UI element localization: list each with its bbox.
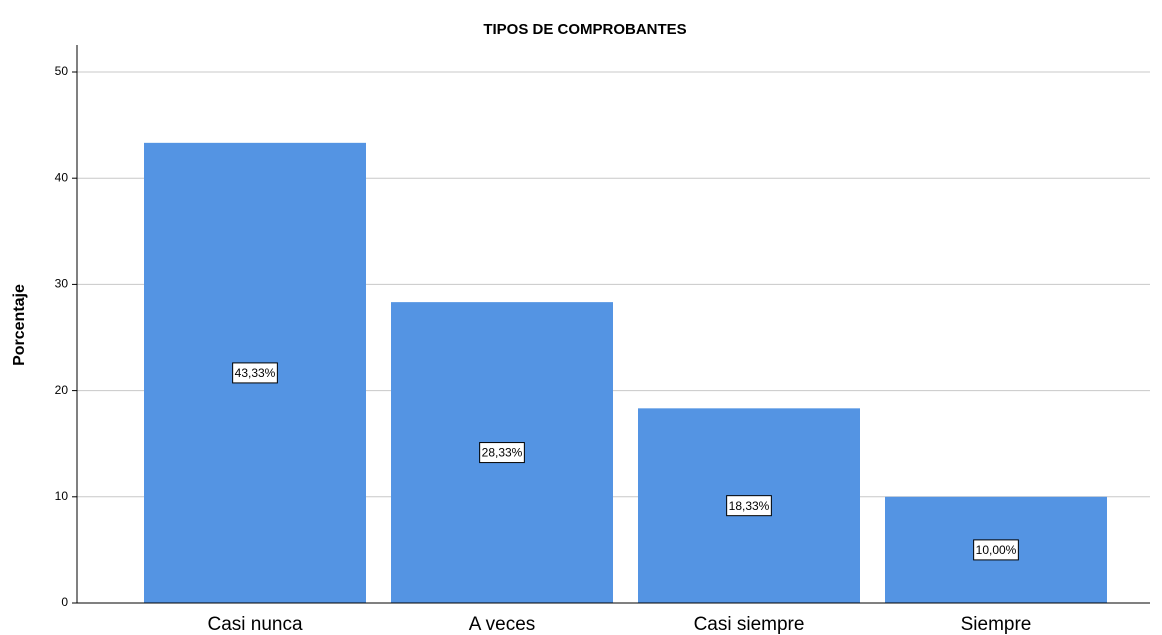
x-tick-label: Casi siempre	[694, 614, 805, 635]
value-label: 18,33%	[729, 499, 770, 513]
y-tick-label: 40	[55, 170, 69, 184]
value-label: 43,33%	[235, 366, 276, 380]
y-tick-label: 30	[55, 277, 69, 291]
value-label-box	[232, 362, 278, 384]
x-tick-label: A veces	[469, 614, 536, 635]
y-tick-label: 50	[55, 64, 69, 78]
x-tick-label: Siempre	[961, 614, 1032, 635]
y-axis-label: Porcentaje	[11, 284, 28, 366]
value-label-box	[973, 539, 1019, 561]
x-tick-label: Casi nunca	[207, 614, 302, 635]
value-label-box	[479, 442, 525, 464]
chart-title: TIPOS DE COMPROBANTES	[483, 21, 686, 38]
value-label-box	[726, 495, 772, 517]
y-tick-label: 10	[55, 489, 69, 503]
value-label: 10,00%	[976, 543, 1017, 557]
value-label: 28,33%	[482, 446, 523, 460]
y-tick-label: 0	[61, 595, 68, 609]
y-tick-label: 20	[55, 383, 69, 397]
